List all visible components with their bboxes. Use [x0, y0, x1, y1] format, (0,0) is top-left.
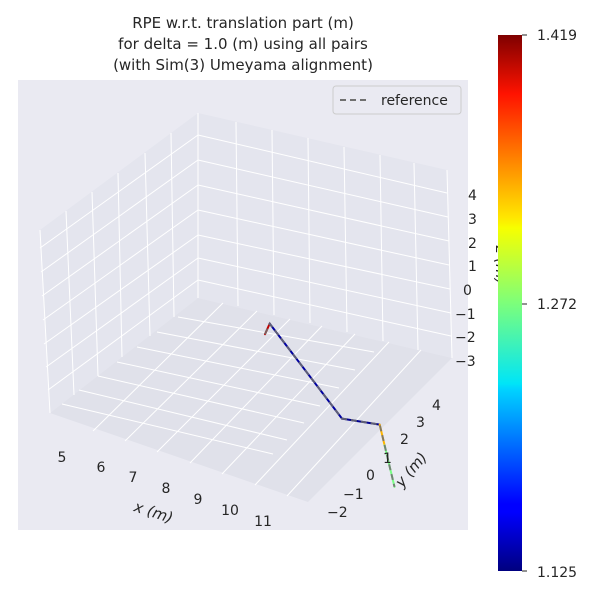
- y-tick-label: 3: [416, 415, 425, 431]
- y-tick-label: 2: [400, 432, 409, 448]
- title-line-2: for delta = 1.0 (m) using all pairs: [118, 35, 368, 53]
- z-tick-label: 0: [463, 283, 472, 299]
- x-tick-label: 9: [194, 492, 203, 508]
- z-tick-label: 2: [468, 236, 477, 252]
- z-tick-label: 3: [468, 212, 477, 228]
- legend-reference-label: reference: [381, 93, 448, 109]
- x-tick-label: 8: [162, 481, 171, 497]
- x-tick-label: 10: [221, 503, 239, 519]
- colorbar-tick-mid: 1.272: [537, 297, 577, 313]
- title-line-1: RPE w.r.t. translation part (m): [132, 14, 354, 32]
- colorbar: 1.419 1.272 1.125: [498, 28, 577, 581]
- y-tick-label: 0: [366, 468, 375, 484]
- y-tick-label: 4: [432, 398, 441, 414]
- chart-title: RPE w.r.t. translation part (m) for delt…: [113, 14, 373, 74]
- legend-box: [332, 85, 462, 115]
- colorbar-tick-min: 1.125: [537, 565, 577, 581]
- y-tick-label: −1: [343, 487, 364, 503]
- x-tick-label: 5: [58, 450, 67, 466]
- grid-lines: [39, 113, 453, 497]
- z-tick-label: −1: [455, 307, 476, 323]
- z-tick-label: −2: [455, 330, 476, 346]
- y-tick-label: 1: [383, 451, 392, 467]
- legend: reference: [332, 85, 462, 115]
- y-tick-label: −2: [327, 505, 348, 521]
- colorbar-tick-max: 1.419: [537, 28, 577, 44]
- x-tick-label: 11: [254, 514, 272, 530]
- z-tick-label: 1: [468, 259, 477, 275]
- series-layer: [264, 321, 396, 488]
- colorbar-gradient: [498, 35, 522, 571]
- reference-line: [264, 321, 396, 488]
- z-tick-label: −3: [455, 354, 476, 370]
- x-tick-label: 7: [129, 470, 138, 486]
- title-line-3: (with Sim(3) Umeyama alignment): [113, 56, 373, 74]
- z-tick-label: 4: [468, 188, 477, 204]
- x-tick-label: 6: [97, 460, 106, 476]
